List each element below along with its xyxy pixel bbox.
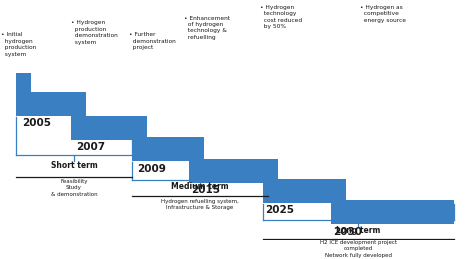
Text: • Initial
  hydrogen
  production
  system: • Initial hydrogen production system <box>1 32 36 56</box>
Bar <box>132 137 197 161</box>
Text: Medium term: Medium term <box>171 182 228 191</box>
Bar <box>263 159 278 179</box>
Bar <box>331 200 454 224</box>
Bar <box>71 116 136 140</box>
Bar <box>189 159 268 183</box>
Text: Short term: Short term <box>51 161 97 170</box>
Text: 2007: 2007 <box>76 142 105 152</box>
Text: • Hydrogen
  technology
  cost reduced
  by 50%: • Hydrogen technology cost reduced by 50… <box>260 5 302 29</box>
Bar <box>331 179 346 200</box>
Text: Feasibility
Study
& demonstration: Feasibility Study & demonstration <box>51 179 97 197</box>
Bar <box>263 179 341 203</box>
Text: Hydrogen refuelling system,
Infrastructure & Storage: Hydrogen refuelling system, Infrastructu… <box>161 199 239 210</box>
Text: 2005: 2005 <box>22 118 51 128</box>
Text: 2030: 2030 <box>334 227 363 237</box>
Text: 2009: 2009 <box>137 163 166 174</box>
Text: 2025: 2025 <box>265 205 294 215</box>
Bar <box>71 92 86 116</box>
Text: • Enhancement
  of hydrogen
  technology &
  refuelling: • Enhancement of hydrogen technology & r… <box>184 16 230 40</box>
Bar <box>16 92 81 116</box>
Text: • Hydrogen
  production
  demonstration
  system: • Hydrogen production demonstration syst… <box>71 20 118 45</box>
Text: • Hydrogen as
  competitive
  energy source: • Hydrogen as competitive energy source <box>360 5 407 23</box>
Bar <box>189 137 204 159</box>
Text: H2 ICE development project
completed
Network fully developed: H2 ICE development project completed Net… <box>319 240 397 258</box>
Bar <box>16 73 31 92</box>
Text: • Further
  demonstration
  project: • Further demonstration project <box>128 32 175 50</box>
Text: 2015: 2015 <box>191 185 220 195</box>
Bar <box>132 116 147 137</box>
Text: Long term: Long term <box>336 226 380 235</box>
